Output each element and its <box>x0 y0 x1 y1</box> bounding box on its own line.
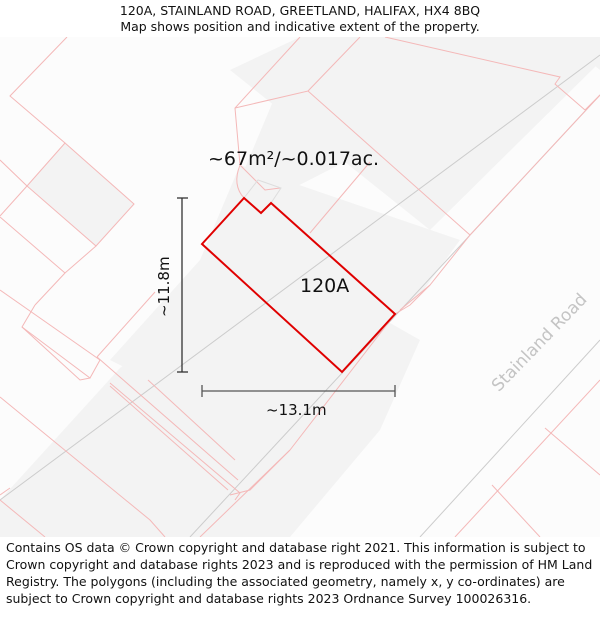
map-canvas[interactable]: ~67m²/~0.017ac. 120A ~13.1m ~11.8m Stain… <box>0 37 600 537</box>
width-label: ~13.1m <box>266 401 327 419</box>
boundary-arc <box>236 164 245 199</box>
area-label: ~67m²/~0.017ac. <box>208 148 380 170</box>
header: 120A, STAINLAND ROAD, GREETLAND, HALIFAX… <box>0 0 600 37</box>
outbuilding-outline <box>243 179 282 204</box>
map-subtitle: Map shows position and indicative extent… <box>120 19 480 34</box>
address-title: 120A, STAINLAND ROAD, GREETLAND, HALIFAX… <box>119 3 481 18</box>
width-measure-line <box>201 385 396 397</box>
height-label: ~11.8m <box>155 256 173 317</box>
map-graphics <box>0 37 600 537</box>
height-measure-line <box>177 197 188 373</box>
property-label: 120A <box>300 275 350 297</box>
property-boundary[interactable] <box>200 196 397 374</box>
building-fills <box>0 37 600 537</box>
parcel-boundaries <box>0 37 600 537</box>
attribution-text: Contains OS data © Crown copyright and d… <box>6 540 593 606</box>
